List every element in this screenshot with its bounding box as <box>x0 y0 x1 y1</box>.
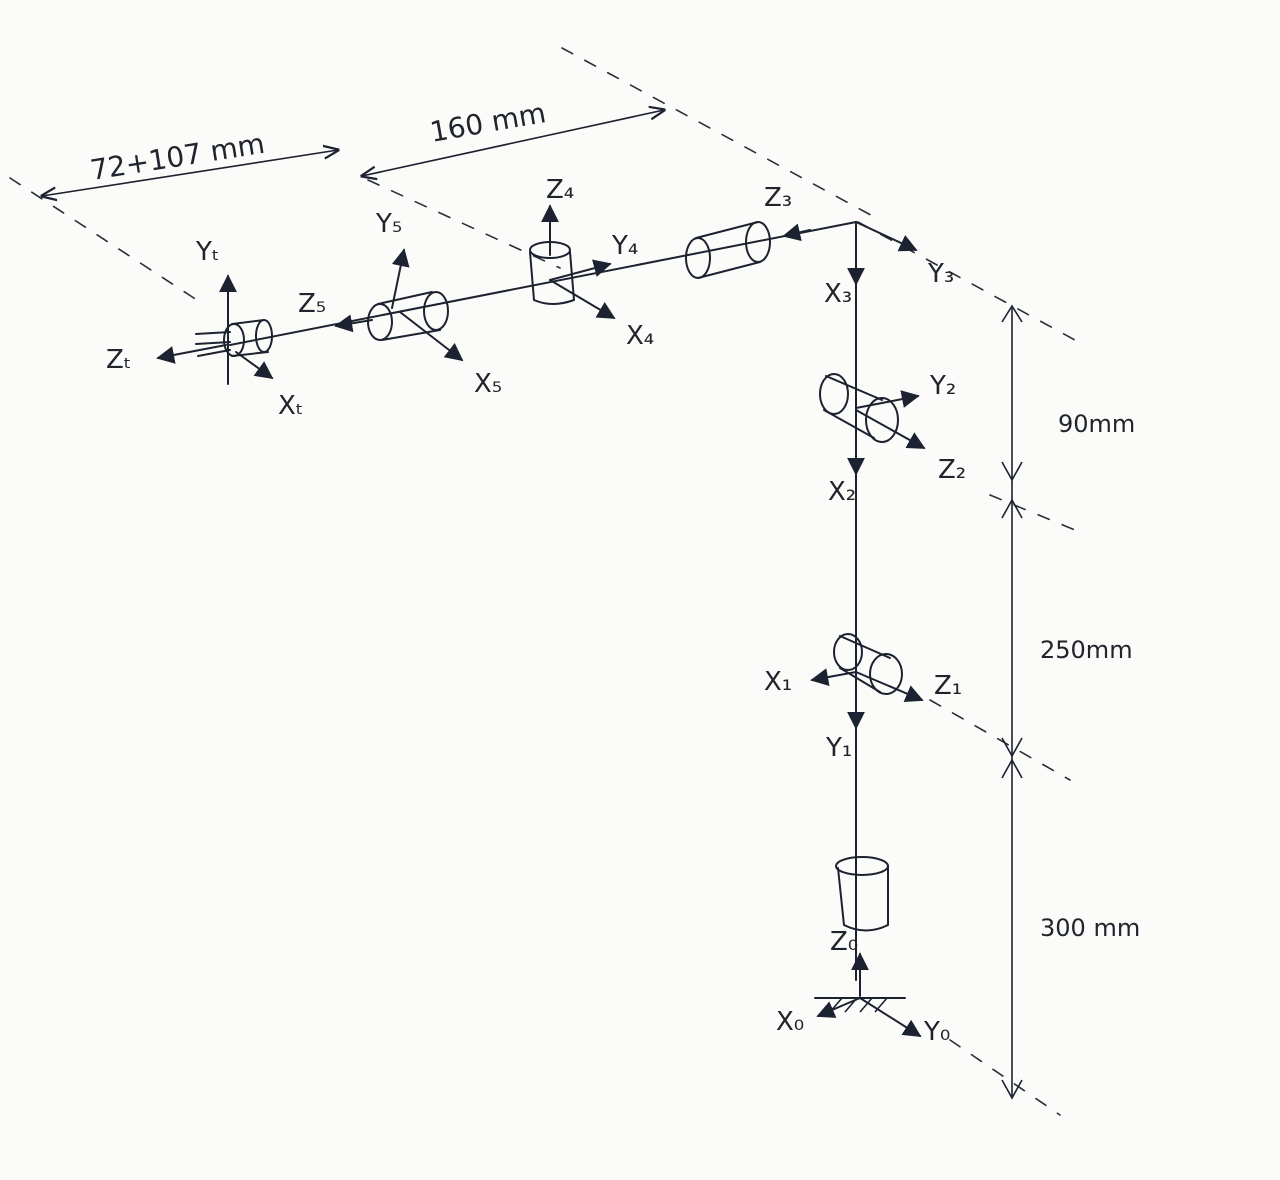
dashed-guides <box>9 47 1076 1116</box>
label-zt: Zₜ <box>106 345 131 375</box>
dim-label-300: 300 mm <box>1040 914 1140 942</box>
label-yt: Yₜ <box>195 237 220 267</box>
guide-250-line <box>929 699 1071 781</box>
label-xt: Xₜ <box>278 391 303 421</box>
joint0-cylinder <box>835 856 889 932</box>
label-y3: Y₃ <box>927 259 954 289</box>
y5-arrow <box>391 248 410 309</box>
label-z1: Z₁ <box>934 671 962 701</box>
label-x1: X₁ <box>764 667 792 697</box>
dim-line-link <box>362 110 664 176</box>
label-z0: Z₀ <box>830 927 858 957</box>
guide-tool-line <box>9 177 201 303</box>
x5-arrow <box>399 311 464 362</box>
y4-arrow <box>549 259 612 281</box>
dim-line-tool <box>42 150 338 196</box>
dim-arrow-250-bottom <box>1001 737 1023 758</box>
xt-arrow <box>235 351 274 380</box>
label-z5: Z₅ <box>298 289 326 319</box>
z3-arrow <box>782 223 811 242</box>
horizontal-arm <box>229 221 857 346</box>
dim-label-tool: 72+107 mm <box>88 127 267 187</box>
joint2-cylinder <box>819 373 926 476</box>
x4-arrow <box>549 279 616 319</box>
label-x0: X₀ <box>776 1007 804 1037</box>
y2-arrow <box>855 390 920 409</box>
joint5-cylinder <box>334 248 464 362</box>
top-dimensions <box>42 110 664 196</box>
dim-arrow-300-top <box>1001 758 1023 779</box>
z5-arrow <box>334 314 373 333</box>
base-ground <box>814 952 922 1037</box>
dim-arrow-300-bottom <box>1001 1079 1023 1100</box>
joint3 <box>685 221 918 286</box>
x1-arrow <box>810 668 857 686</box>
tool-gripper <box>156 274 274 385</box>
label-y4: Y₄ <box>611 231 638 261</box>
dim-label-link: 160 mm <box>427 96 548 149</box>
guide-top-line <box>561 47 881 221</box>
label-y5: Y₅ <box>375 209 402 239</box>
dim-arrow-90-bottom <box>1001 461 1023 482</box>
label-z3: Z₃ <box>764 183 792 213</box>
y0-arrow <box>859 997 922 1037</box>
label-x2: X₂ <box>828 477 856 507</box>
label-z4: Z₄ <box>546 175 574 205</box>
guide-300-line <box>949 1039 1061 1116</box>
y3-arrow <box>855 221 918 252</box>
label-x5: X₅ <box>474 369 502 399</box>
dim-arrow-top <box>1001 304 1023 323</box>
label-y0: Y₀ <box>923 1017 950 1047</box>
z1-arrow <box>855 671 924 702</box>
label-z2: Z₂ <box>938 455 966 485</box>
x0-arrow <box>816 997 861 1018</box>
guide-link-line <box>367 179 561 269</box>
joint4-cylinder <box>529 204 616 319</box>
kinematic-chain <box>229 221 857 981</box>
zt-arrow <box>156 344 227 364</box>
guide-y3-line <box>857 221 1076 341</box>
label-y2: Y₂ <box>929 371 956 401</box>
dim-label-250: 250mm <box>1040 636 1133 664</box>
dim-label-90: 90mm <box>1058 410 1135 438</box>
right-dimension <box>1001 304 1023 1100</box>
label-x4: X₄ <box>626 321 654 351</box>
label-y1: Y₁ <box>825 733 852 763</box>
label-x3: X₃ <box>824 279 852 309</box>
z2-arrow <box>855 409 926 449</box>
joint1-cylinder <box>810 633 924 730</box>
guide-90-line <box>989 494 1076 531</box>
dim-arrow-250-top <box>1001 498 1023 519</box>
